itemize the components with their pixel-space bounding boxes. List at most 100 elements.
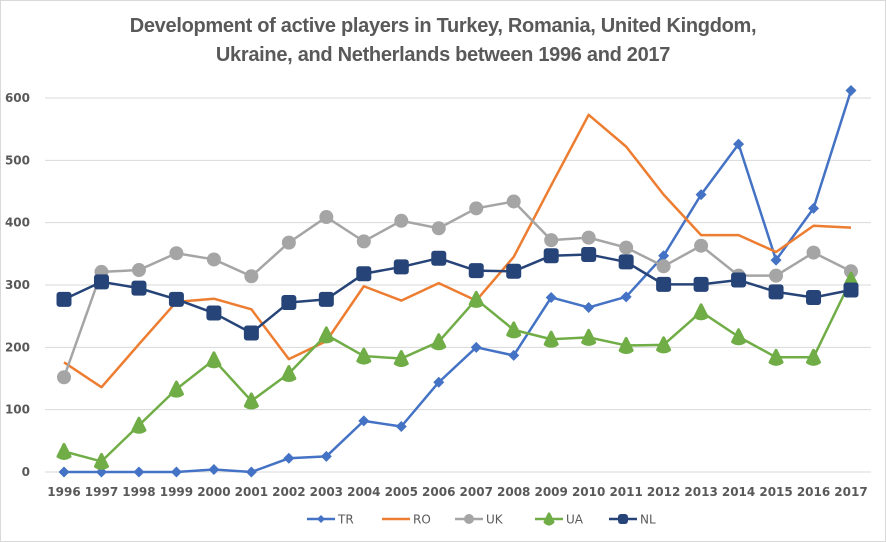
- data-point-nl: [693, 276, 709, 292]
- data-point-ua: [693, 303, 709, 321]
- x-tick-label: 2000: [197, 485, 230, 499]
- series-line-ua: [63, 279, 853, 463]
- data-point-nl: [506, 263, 522, 279]
- data-point-nl: [93, 274, 109, 290]
- legend-label: TR: [337, 513, 354, 527]
- data-point-ua: [618, 336, 634, 354]
- data-point-uk: [281, 235, 296, 250]
- legend-label: UA: [566, 513, 584, 527]
- data-point-ua: [431, 333, 447, 351]
- legend-item-nl: NL: [609, 513, 656, 527]
- data-point-nl: [131, 280, 147, 296]
- data-point-nl: [431, 250, 447, 266]
- data-point-uk: [581, 230, 596, 245]
- data-point-tr: [245, 466, 257, 478]
- y-tick-label: 400: [5, 216, 30, 230]
- data-point-uk: [169, 246, 184, 261]
- data-point-uk: [544, 233, 559, 248]
- x-tick-label: 2015: [759, 485, 792, 499]
- series-lines: [56, 85, 859, 478]
- y-tick-label: 100: [5, 403, 30, 417]
- data-point-ua: [731, 328, 747, 346]
- y-tick-label: 600: [5, 91, 30, 105]
- series-tr: [58, 85, 857, 478]
- legend-marker: [543, 512, 555, 526]
- series-line-tr: [64, 90, 853, 474]
- x-tick-label: 1998: [122, 485, 155, 499]
- data-point-ua: [468, 290, 484, 308]
- y-tick-label: 500: [5, 153, 30, 167]
- x-tick-label: 2013: [684, 485, 717, 499]
- data-point-ua: [806, 348, 822, 366]
- data-point-tr: [433, 376, 445, 388]
- data-point-ua: [281, 365, 297, 383]
- x-tick-label: 2001: [235, 485, 268, 499]
- data-point-nl: [281, 294, 297, 310]
- legend-item-uk: UK: [455, 513, 504, 527]
- data-point-tr: [695, 189, 707, 201]
- data-point-uk: [694, 238, 709, 253]
- data-point-uk: [769, 268, 784, 283]
- data-point-nl: [543, 248, 559, 264]
- data-point-tr: [283, 452, 295, 464]
- x-tick-label: 2010: [572, 485, 605, 499]
- data-point-nl: [356, 266, 372, 282]
- x-tick-label: 2005: [385, 485, 418, 499]
- x-tick-label: 1999: [160, 485, 193, 499]
- data-point-nl: [581, 246, 597, 262]
- data-point-uk: [206, 252, 221, 267]
- data-point-ua: [656, 336, 672, 354]
- data-point-tr: [470, 341, 482, 353]
- y-tick-label: 300: [5, 278, 30, 292]
- legend-marker: [317, 515, 325, 523]
- legend-item-tr: TR: [307, 513, 354, 527]
- x-tick-label: 2017: [834, 485, 867, 499]
- data-point-tr: [808, 202, 820, 214]
- data-point-nl: [618, 254, 634, 270]
- data-point-nl: [843, 282, 859, 298]
- data-point-ua: [168, 380, 184, 398]
- data-point-uk: [506, 194, 521, 209]
- gridlines: [45, 97, 871, 473]
- data-point-ua: [543, 330, 559, 348]
- legend: TR RO UK UA NL: [307, 512, 656, 527]
- legend-item-ua: UA: [535, 512, 584, 527]
- data-point-ua: [506, 321, 522, 339]
- data-point-tr: [320, 450, 332, 462]
- legend-label: NL: [640, 513, 656, 527]
- data-point-uk: [356, 234, 371, 249]
- series-line-uk: [62, 200, 852, 378]
- data-point-uk: [844, 264, 858, 279]
- x-axis-ticks: 1996 1997 1998 1999 2000 2001 2002 2003 2004 2005…: [47, 485, 867, 499]
- data-point-tr: [658, 250, 670, 262]
- data-point-uk: [656, 259, 671, 274]
- data-point-nl: [768, 284, 784, 300]
- data-point-tr: [620, 291, 632, 303]
- data-point-nl: [393, 259, 409, 275]
- data-point-tr: [358, 415, 370, 427]
- data-point-uk: [394, 213, 409, 228]
- data-point-tr: [583, 301, 595, 313]
- data-point-ua: [206, 351, 222, 369]
- x-tick-label: 2009: [534, 485, 567, 499]
- data-point-tr: [395, 420, 407, 432]
- series-line-nl: [63, 253, 852, 335]
- x-tick-label: 2006: [422, 485, 455, 499]
- y-tick-label: 200: [5, 340, 30, 354]
- data-point-tr: [508, 349, 520, 361]
- data-point-uk: [806, 245, 821, 260]
- data-point-nl: [731, 272, 747, 288]
- x-tick-label: 2008: [497, 485, 530, 499]
- legend-marker: [618, 514, 628, 524]
- data-point-tr: [133, 466, 145, 478]
- data-point-tr: [770, 254, 782, 266]
- x-tick-label: 2014: [722, 485, 755, 499]
- data-point-ua: [93, 452, 109, 470]
- data-point-tr: [208, 464, 220, 476]
- data-point-tr: [545, 291, 557, 303]
- data-point-ua: [581, 328, 597, 346]
- x-tick-label: 2007: [460, 485, 493, 499]
- series-uk: [57, 194, 858, 385]
- chart-title-line-2: Ukraine, and Netherlands between 1996 an…: [215, 44, 671, 66]
